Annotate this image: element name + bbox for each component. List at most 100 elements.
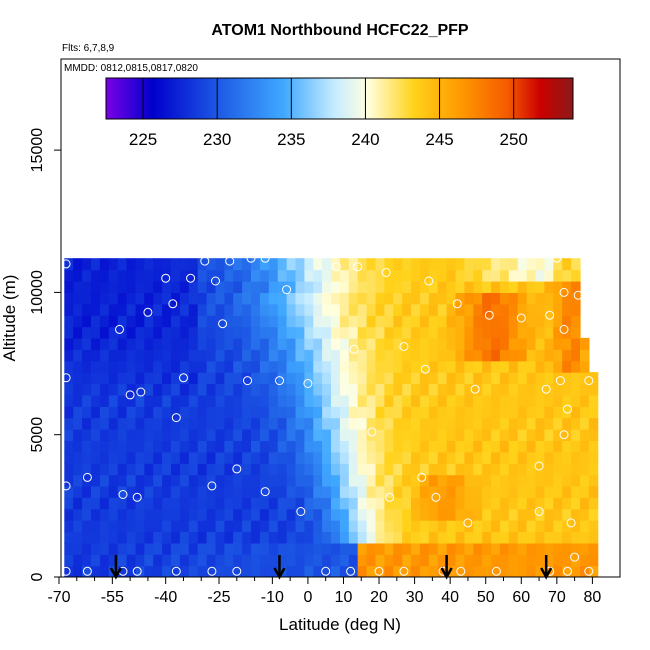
heatmap-cell [322, 372, 332, 385]
heatmap-cell [331, 463, 341, 476]
heatmap-cell [224, 337, 234, 350]
heatmap-cell [64, 372, 74, 385]
heatmap-cell [277, 508, 288, 521]
heatmap-cell [473, 531, 483, 544]
heatmap-cell [259, 485, 270, 498]
heatmap-cell [402, 383, 412, 396]
heatmap-cell [562, 440, 572, 453]
heatmap-cell [206, 474, 217, 487]
heatmap-cell [544, 258, 554, 271]
heatmap-cell [73, 485, 83, 498]
heatmap-cell [437, 394, 448, 407]
heatmap-cell [197, 372, 208, 385]
heatmap-cell [357, 281, 368, 293]
heatmap-cell [508, 451, 519, 464]
heatmap-cell [286, 485, 297, 498]
heatmap-cell [91, 565, 101, 577]
heatmap-cell [473, 542, 483, 555]
heatmap-cell [428, 485, 439, 498]
heatmap-cell [446, 360, 457, 373]
heatmap-cell [464, 565, 474, 577]
heatmap-cell [526, 554, 537, 567]
heatmap-cell [419, 269, 430, 282]
heatmap-cell [188, 372, 199, 385]
heatmap-cell [464, 508, 474, 521]
heatmap-cell [526, 383, 537, 396]
heatmap-cell [126, 520, 137, 533]
heatmap-cell [179, 463, 190, 476]
heatmap-cell [99, 520, 110, 533]
sample-point [296, 507, 306, 516]
heatmap-cell [455, 474, 465, 487]
heatmap-cell [215, 440, 225, 453]
heatmap-cell [197, 463, 208, 476]
heatmap-cell [402, 303, 412, 316]
heatmap-cell [242, 303, 252, 316]
heatmap-cell [153, 349, 163, 362]
heatmap-cell [562, 542, 572, 555]
heatmap-cell [553, 372, 563, 385]
heatmap-cell [544, 554, 554, 567]
heatmap-cell [437, 485, 448, 498]
heatmap-cell [224, 394, 234, 407]
heatmap-cell [455, 463, 465, 476]
heatmap-cell [268, 520, 279, 533]
heatmap-cell [384, 565, 394, 577]
heatmap-cell [206, 337, 217, 350]
heatmap-cell [535, 372, 545, 385]
heatmap-cell [482, 497, 492, 510]
heatmap-cell [251, 429, 261, 441]
heatmap-cell [153, 542, 163, 555]
colorbar-tick-label: 250 [500, 130, 528, 149]
heatmap-cell [402, 315, 412, 328]
heatmap-cell [446, 565, 457, 577]
heatmap-cell [322, 463, 332, 476]
heatmap-cell [135, 520, 145, 533]
heatmap-cell [348, 326, 359, 339]
heatmap-cell [357, 542, 368, 555]
heatmap-cell [473, 565, 483, 577]
heatmap-cell [188, 281, 199, 293]
heatmap-cell [73, 303, 83, 316]
heatmap-cell [233, 303, 243, 316]
heatmap-cell [437, 303, 448, 316]
heatmap-cell [322, 303, 332, 316]
heatmap-cell [526, 485, 537, 498]
heatmap-cell [277, 406, 288, 419]
heatmap-cell [446, 269, 457, 282]
heatmap-cell [322, 531, 332, 544]
heatmap-cell [242, 508, 252, 521]
heatmap-cell [179, 554, 190, 567]
heatmap-cell [108, 269, 119, 282]
heatmap-cell [224, 542, 234, 555]
sample-point [260, 487, 270, 497]
heatmap-cell [491, 554, 501, 567]
heatmap-cell [286, 269, 297, 282]
heatmap-cell [455, 372, 465, 385]
heatmap-cell [517, 337, 528, 350]
heatmap-cell [99, 349, 110, 362]
heatmap-cell [82, 485, 92, 498]
heatmap-cell [455, 303, 465, 316]
heatmap-cell [393, 360, 403, 373]
x-tick-label: -10 [261, 589, 284, 606]
heatmap-cell [402, 372, 412, 385]
heatmap-cell [491, 542, 501, 555]
heatmap-cell [339, 383, 350, 396]
heatmap-cell [348, 429, 359, 441]
heatmap-cell [268, 360, 279, 373]
heatmap-cell [224, 485, 234, 498]
heatmap-cell [517, 292, 528, 305]
heatmap-cell [322, 360, 332, 373]
heatmap-cell [411, 269, 421, 282]
heatmap-cell [357, 440, 368, 453]
heatmap-cell [384, 326, 394, 339]
heatmap-cell [544, 508, 554, 521]
heatmap-cell [499, 258, 510, 271]
heatmap-cell [437, 292, 448, 305]
heatmap-cell [571, 531, 581, 544]
heatmap-cell [117, 474, 128, 487]
heatmap-cell [588, 406, 599, 419]
heatmap-cell [571, 269, 581, 282]
heatmap-cell [446, 440, 457, 453]
